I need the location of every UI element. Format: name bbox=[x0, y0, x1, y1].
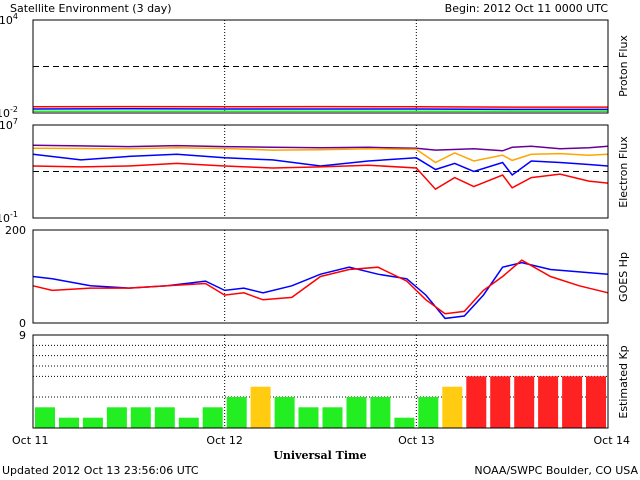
kp-bar bbox=[370, 397, 391, 428]
kp-bar bbox=[490, 376, 511, 428]
kp-bar bbox=[274, 397, 295, 428]
kp-bar bbox=[250, 386, 271, 428]
x-tick-label: Oct 14 bbox=[593, 434, 630, 447]
kp-bar bbox=[322, 407, 343, 428]
begin-time: Begin: 2012 Oct 11 0000 UTC bbox=[445, 2, 609, 15]
proton-panel-frame bbox=[32, 19, 609, 114]
kp-bar bbox=[130, 407, 151, 428]
red-series-line bbox=[32, 105, 608, 108]
y-tick-label: 104 bbox=[0, 12, 18, 27]
kp-bar bbox=[346, 397, 367, 428]
x-tick-label: Oct 11 bbox=[12, 434, 49, 447]
red-series-line bbox=[32, 162, 609, 191]
y-tick-label: 0 bbox=[19, 317, 26, 330]
electron-flux-panel: 10-1 107 Electron Flux bbox=[0, 117, 630, 225]
x-tick-label: Oct 12 bbox=[206, 434, 243, 447]
blue-series-line bbox=[32, 153, 609, 177]
kp-bar bbox=[538, 376, 559, 428]
kp-bar bbox=[106, 407, 127, 428]
estimated-kp-panel: 9 Oct 11 Oct 12 Oct 13 Oct 14 Estimated Kp … bbox=[12, 329, 630, 462]
chart-title: Satellite Environment (3 day) bbox=[10, 2, 172, 15]
purple-series-line bbox=[32, 144, 609, 152]
blue-series-line bbox=[32, 107, 608, 111]
electron-panel-frame bbox=[32, 124, 609, 219]
goes-hp-label: GOES Hp bbox=[617, 252, 630, 302]
estimated-kp-label: Estimated Kp bbox=[617, 345, 630, 418]
orange-series-line bbox=[32, 147, 609, 164]
goes-hp-panel: 0 200 GOES Hp bbox=[5, 224, 630, 330]
goes-hp-panel-frame bbox=[32, 229, 609, 324]
kp-bar bbox=[202, 407, 223, 428]
kp-bar bbox=[82, 417, 103, 428]
y-tick-label: 107 bbox=[0, 117, 18, 132]
updated-timestamp: Updated 2012 Oct 13 23:56:06 UTC bbox=[2, 464, 199, 477]
electron-flux-label: Electron Flux bbox=[617, 136, 630, 208]
kp-bar bbox=[59, 417, 79, 428]
kp-bar bbox=[466, 376, 487, 428]
kp-bar bbox=[586, 376, 606, 428]
credit-text: NOAA/SWPC Boulder, CO USA bbox=[474, 464, 638, 477]
y-tick-label: 10-1 bbox=[0, 210, 18, 225]
y-tick-label: 9 bbox=[19, 329, 26, 342]
kp-bar bbox=[178, 417, 199, 428]
kp-bar bbox=[298, 407, 319, 428]
kp-bar bbox=[514, 376, 535, 428]
kp-bar bbox=[418, 397, 439, 428]
red-series-line bbox=[32, 259, 609, 315]
y-tick-label: 200 bbox=[5, 224, 26, 237]
kp-bar bbox=[442, 386, 463, 428]
kp-bar bbox=[394, 417, 415, 428]
kp-bar bbox=[226, 397, 247, 428]
x-tick-label: Oct 13 bbox=[398, 434, 435, 447]
kp-panel-frame bbox=[32, 334, 609, 429]
blue-series-line bbox=[32, 261, 609, 320]
kp-bar bbox=[154, 407, 175, 428]
proton-flux-label: Proton Flux bbox=[617, 35, 630, 97]
kp-bar bbox=[35, 407, 55, 428]
x-axis-label: Universal Time bbox=[273, 449, 366, 462]
kp-bar bbox=[562, 376, 583, 428]
